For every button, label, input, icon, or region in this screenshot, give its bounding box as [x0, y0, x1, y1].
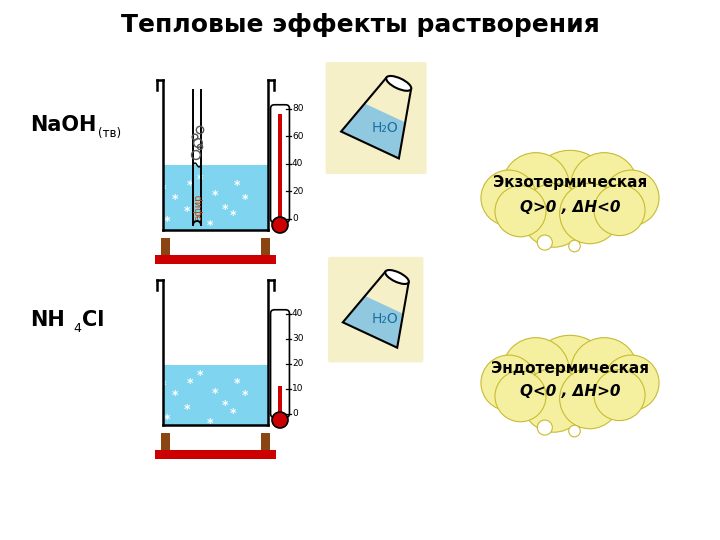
Bar	[161, 238, 169, 256]
Text: 20: 20	[292, 359, 303, 368]
Circle shape	[537, 420, 552, 435]
Circle shape	[522, 368, 585, 432]
Circle shape	[495, 186, 546, 237]
Circle shape	[272, 412, 288, 428]
Text: Cl: Cl	[82, 310, 104, 330]
Circle shape	[569, 425, 580, 437]
Text: 80: 80	[292, 104, 303, 113]
Text: Q>0 , ΔH<0: Q>0 , ΔH<0	[520, 199, 620, 214]
FancyBboxPatch shape	[328, 257, 423, 362]
Text: *: *	[163, 215, 170, 228]
Text: *: *	[234, 179, 240, 192]
Text: NaOH: NaOH	[30, 115, 96, 135]
Circle shape	[559, 184, 620, 244]
Text: 0: 0	[292, 214, 297, 223]
Bar	[161, 433, 169, 451]
Bar	[163, 165, 268, 230]
Text: *: *	[186, 179, 193, 192]
Text: H₂O: H₂O	[372, 312, 398, 326]
Bar	[261, 433, 269, 451]
Text: 4: 4	[73, 322, 81, 335]
Circle shape	[603, 355, 659, 411]
Text: эфир: эфир	[193, 194, 203, 220]
Circle shape	[481, 355, 536, 411]
Text: *: *	[207, 219, 213, 233]
Circle shape	[502, 338, 570, 405]
Bar	[278, 114, 282, 219]
Circle shape	[570, 153, 638, 220]
FancyBboxPatch shape	[271, 310, 289, 417]
Text: 20: 20	[292, 187, 303, 195]
Text: Эндотермическая: Эндотермическая	[491, 361, 649, 375]
Polygon shape	[341, 104, 405, 158]
Circle shape	[528, 335, 612, 419]
Text: (тв): (тв)	[98, 127, 121, 140]
Bar	[155, 255, 276, 264]
FancyBboxPatch shape	[325, 62, 427, 174]
Bar	[261, 238, 269, 256]
Text: *: *	[222, 202, 228, 215]
Bar	[278, 386, 282, 414]
Text: 10: 10	[292, 384, 303, 393]
Text: *: *	[212, 190, 218, 202]
Text: *: *	[222, 400, 228, 413]
Circle shape	[502, 153, 570, 220]
Text: *: *	[197, 172, 203, 186]
Text: *: *	[230, 407, 236, 420]
Circle shape	[522, 184, 585, 247]
Text: 40: 40	[292, 159, 303, 168]
Text: *: *	[163, 413, 170, 426]
Text: 30: 30	[292, 334, 303, 343]
Text: *: *	[234, 376, 240, 389]
Text: *: *	[172, 192, 179, 206]
Circle shape	[537, 235, 552, 250]
Text: *: *	[172, 389, 179, 402]
Text: *: *	[197, 369, 203, 382]
Circle shape	[569, 240, 580, 252]
Text: *: *	[184, 402, 190, 415]
Circle shape	[570, 338, 638, 405]
Circle shape	[272, 217, 288, 233]
Text: *: *	[160, 183, 166, 195]
Text: *: *	[207, 416, 213, 429]
FancyBboxPatch shape	[271, 105, 289, 222]
Text: *: *	[242, 192, 248, 206]
Circle shape	[559, 368, 620, 429]
Text: H₂O: H₂O	[372, 121, 399, 135]
Circle shape	[603, 170, 659, 226]
Text: 60: 60	[292, 132, 303, 140]
Text: *: *	[184, 206, 190, 219]
Text: *: *	[186, 376, 193, 389]
Bar	[155, 450, 276, 459]
Text: NH: NH	[30, 310, 65, 330]
Circle shape	[495, 371, 546, 422]
Text: *: *	[230, 210, 236, 222]
Polygon shape	[343, 296, 403, 348]
Text: Тепловые эффекты растворения: Тепловые эффекты растворения	[120, 13, 600, 37]
Text: 0: 0	[292, 409, 297, 418]
Text: *: *	[160, 380, 166, 393]
Text: Q<0 , ΔH>0: Q<0 , ΔH>0	[520, 384, 620, 400]
Text: *: *	[242, 389, 248, 402]
Ellipse shape	[385, 270, 409, 284]
Ellipse shape	[386, 76, 411, 91]
Circle shape	[594, 185, 645, 235]
Text: 40: 40	[292, 309, 303, 318]
Text: *: *	[212, 387, 218, 400]
Bar	[163, 365, 268, 425]
Circle shape	[594, 369, 645, 421]
Circle shape	[528, 150, 612, 234]
Text: Экзотермическая: Экзотермическая	[493, 176, 647, 191]
Circle shape	[481, 170, 536, 226]
